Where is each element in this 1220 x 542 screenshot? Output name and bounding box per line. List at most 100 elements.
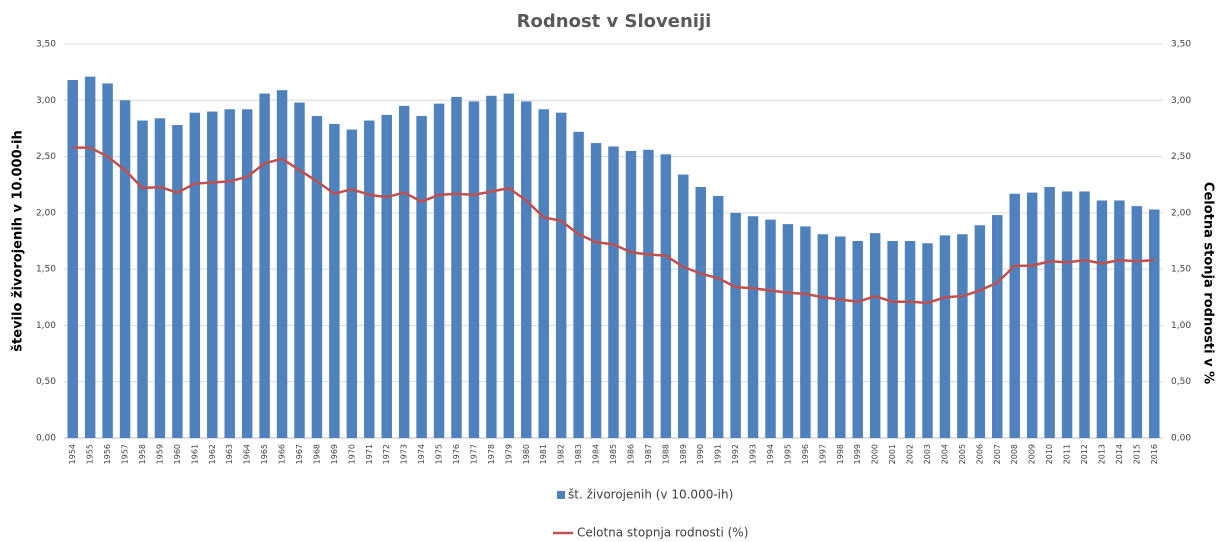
bar bbox=[730, 212, 741, 438]
bar bbox=[608, 146, 619, 438]
bar bbox=[311, 116, 323, 438]
x-tick-label: 2007 bbox=[993, 444, 1002, 464]
bar bbox=[398, 105, 410, 439]
bar bbox=[346, 129, 358, 438]
bar bbox=[468, 101, 480, 438]
x-tick-label: 1987 bbox=[644, 444, 653, 464]
bar bbox=[1026, 192, 1038, 438]
bar bbox=[765, 219, 776, 438]
x-tick-label: 1968 bbox=[312, 444, 321, 464]
x-tick-label: 1969 bbox=[330, 444, 339, 464]
x-tick-label: 1958 bbox=[138, 444, 147, 464]
bar bbox=[590, 143, 602, 438]
x-tick-label: 2005 bbox=[958, 444, 967, 464]
bar bbox=[869, 233, 881, 438]
x-tick-label: 1966 bbox=[278, 444, 287, 464]
bar bbox=[503, 93, 515, 438]
y-tick-label: 0,50 bbox=[36, 377, 56, 387]
x-tick-label: 1963 bbox=[225, 444, 234, 464]
x-tick-label: 1980 bbox=[522, 444, 531, 464]
bar bbox=[660, 154, 672, 438]
legend-label: št. živorojenih (v 10.000-ih) bbox=[568, 488, 733, 502]
chart-title: Rodnost v Sloveniji bbox=[517, 11, 712, 32]
bar bbox=[451, 96, 462, 438]
y-axis-label: število živorojenih v 10.000-ih bbox=[11, 130, 26, 351]
x-tick-label: 1982 bbox=[557, 444, 566, 464]
bar bbox=[678, 174, 689, 438]
bar bbox=[573, 131, 584, 438]
bar bbox=[416, 116, 427, 438]
bar bbox=[835, 236, 846, 438]
x-tick-label: 2004 bbox=[940, 444, 949, 464]
bar bbox=[381, 114, 392, 439]
x-tick-label: 2010 bbox=[1045, 444, 1054, 464]
bar bbox=[712, 195, 724, 438]
bar bbox=[486, 95, 497, 438]
x-tick-label: 1961 bbox=[190, 444, 199, 464]
bar bbox=[1096, 200, 1108, 438]
bar bbox=[241, 109, 253, 438]
bar bbox=[1044, 186, 1055, 438]
x-tick-label: 1990 bbox=[696, 444, 705, 464]
bar bbox=[364, 120, 375, 438]
x-tick-label: 2013 bbox=[1097, 444, 1106, 464]
y-tick-label: 1,50 bbox=[36, 265, 56, 275]
x-tick-label: 1997 bbox=[818, 444, 827, 464]
bar bbox=[992, 215, 1003, 438]
bar bbox=[433, 103, 445, 439]
bar bbox=[555, 112, 567, 438]
line bbox=[72, 146, 1155, 305]
bar bbox=[904, 241, 916, 438]
x-tick-label: 2006 bbox=[975, 444, 984, 464]
x-tick-label: 1972 bbox=[382, 444, 391, 464]
bar bbox=[84, 76, 96, 438]
bar bbox=[67, 80, 78, 438]
y2-tick-label: 0,00 bbox=[1171, 434, 1191, 444]
x-tick-label: 1976 bbox=[452, 444, 461, 464]
bar bbox=[1114, 200, 1125, 438]
x-tick-label: 1985 bbox=[609, 444, 618, 464]
y-tick-label: 1,00 bbox=[36, 321, 56, 331]
y-tick-label: 2,00 bbox=[36, 208, 56, 218]
bar bbox=[1061, 191, 1073, 438]
bar bbox=[276, 90, 288, 438]
x-tick-label: 2008 bbox=[1010, 444, 1019, 464]
x-tick-label: 1979 bbox=[504, 444, 513, 464]
bar bbox=[974, 225, 986, 438]
x-tick-label: 1977 bbox=[469, 444, 478, 464]
bar bbox=[887, 241, 898, 438]
x-tick-label: 1974 bbox=[417, 444, 426, 464]
bar bbox=[1009, 193, 1020, 438]
legend-label: Celotna stopnja rodnosti (%) bbox=[577, 526, 748, 540]
bar bbox=[172, 125, 183, 439]
bar bbox=[852, 241, 863, 438]
bar bbox=[747, 216, 759, 438]
x-tick-label: 1957 bbox=[121, 444, 130, 464]
y2-tick-label: 3,50 bbox=[1171, 40, 1191, 50]
bar bbox=[207, 111, 218, 439]
y2-axis-label: Celotna stonja rodnosti v % bbox=[1201, 182, 1216, 384]
x-tick-label: 1960 bbox=[173, 444, 182, 464]
x-tick-label: 2009 bbox=[1028, 444, 1037, 464]
x-tick-label: 1995 bbox=[783, 444, 792, 464]
bar bbox=[329, 123, 340, 438]
bar bbox=[137, 120, 148, 438]
bar bbox=[957, 234, 968, 438]
x-tick-label: 2011 bbox=[1063, 444, 1072, 464]
x-tick-label: 1991 bbox=[714, 444, 723, 464]
x-tick-label: 2001 bbox=[888, 444, 897, 464]
x-tick-label: 2014 bbox=[1115, 444, 1124, 464]
x-tick-label: 1954 bbox=[68, 444, 77, 464]
y-tick-label: 2,50 bbox=[36, 152, 56, 162]
x-tick-label: 1998 bbox=[836, 444, 845, 464]
bar bbox=[800, 226, 811, 438]
x-tick-label: 1984 bbox=[592, 444, 601, 464]
bar bbox=[695, 186, 706, 438]
x-tick-label: 2000 bbox=[871, 444, 880, 464]
bar bbox=[782, 224, 794, 438]
bar bbox=[224, 109, 235, 438]
x-tick-label: 1992 bbox=[731, 444, 740, 464]
bar bbox=[625, 150, 637, 438]
y2-tick-label: 3,00 bbox=[1171, 96, 1191, 106]
